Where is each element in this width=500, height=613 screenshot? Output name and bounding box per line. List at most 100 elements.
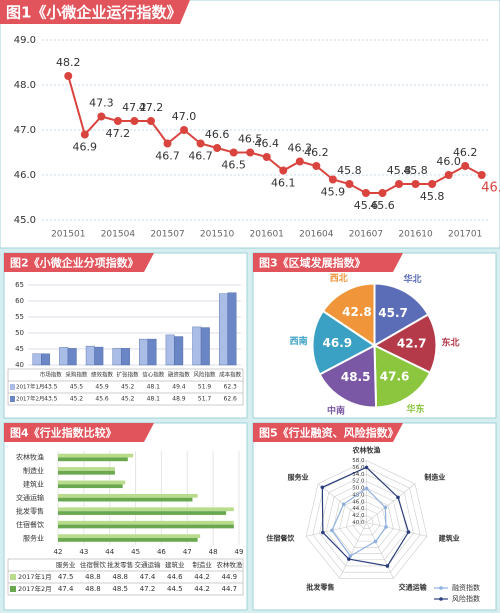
x-tick-label: 201507 [150, 230, 184, 240]
x-tick-label: 47 [183, 548, 192, 556]
legend-swatch [10, 574, 16, 580]
x-tick-label: 44 [105, 548, 114, 556]
slice-value: 48.5 [341, 370, 371, 384]
panel [3, 422, 248, 611]
bar [58, 457, 128, 462]
chart-title: 图1《小微企业运行指数》 [6, 4, 181, 22]
bar [58, 524, 234, 529]
slice-name: 中南 [327, 405, 345, 417]
table-cell: 48.1 [147, 384, 161, 391]
data-label: 47.2 [139, 101, 164, 114]
r-tick-label: 46.0 [352, 499, 365, 505]
x-tick-label: 201701 [448, 230, 482, 240]
grid-ring [312, 467, 421, 573]
table-cell: 45.2 [121, 396, 135, 403]
point [146, 117, 155, 125]
point [97, 112, 106, 121]
legend-label: 2017年2月 [16, 395, 45, 403]
bar [58, 511, 227, 515]
y-tick-label: 制造业 [23, 466, 44, 475]
data-label: 45.8 [403, 164, 428, 177]
bar [112, 348, 122, 366]
data-label: 45.8 [420, 190, 445, 203]
x-tick-label: 45 [131, 548, 140, 556]
data-label: 46.7 [155, 150, 180, 163]
axis-label: 农林牧渔 [352, 446, 381, 455]
bar [41, 353, 51, 366]
y-tick-label: 49.0 [14, 35, 36, 46]
pie-slice [372, 313, 438, 375]
table-cell: 45.9 [95, 384, 109, 391]
data-label: 45.8 [337, 164, 362, 177]
point [279, 166, 288, 175]
table-cell: 45.6 [95, 396, 109, 403]
x-tick-label: 201610 [398, 230, 433, 240]
grid-ring [352, 508, 381, 536]
x-tick-label: 43 [79, 548, 88, 556]
y-tick-label: 住宿餐饮 [16, 520, 44, 529]
legend-marker [439, 586, 443, 590]
y-tick-label: 55 [15, 313, 24, 321]
panel [0, 0, 500, 249]
chart-title: 图2《小微企业分项指数》 [10, 256, 139, 270]
slice-value: 42.8 [342, 305, 372, 319]
table-header: 住宿餐饮 [80, 560, 107, 569]
data-label: 46.9 [73, 141, 98, 154]
slice-name: 华东 [407, 403, 425, 415]
bar [147, 338, 157, 366]
table-header: 成本指数 [219, 371, 242, 379]
bar [58, 480, 126, 485]
data-label: 45.6 [354, 199, 379, 212]
data-label: 46.2 [453, 146, 478, 159]
grid-ring [359, 515, 374, 530]
radar-point [384, 525, 388, 529]
axis-label: 制造业 [424, 473, 445, 482]
radar-point [364, 486, 369, 491]
point [428, 180, 437, 188]
point [113, 117, 122, 125]
data-label: 46.0 [481, 181, 500, 196]
table-cell: 48.8 [112, 573, 128, 581]
slice-value: 47.6 [380, 369, 410, 383]
point [180, 126, 189, 134]
data-label: 46.0 [436, 155, 461, 168]
title-tab [4, 253, 154, 272]
table-cell: 43.5 [44, 384, 58, 391]
pie-slice [311, 309, 377, 376]
table-cell: 47.4 [140, 573, 156, 581]
point [328, 175, 337, 184]
table-cell: 45.2 [121, 384, 135, 391]
legend-label: 2017年1月 [18, 572, 52, 581]
point [196, 139, 205, 148]
y-tick-label: 建筑业 [23, 480, 44, 489]
point [163, 139, 172, 148]
r-tick-label: 58.0 [352, 458, 365, 464]
data-label: 46.6 [205, 128, 230, 141]
slice-value: 42.7 [397, 337, 427, 351]
table-cell: 48.8 [85, 585, 101, 593]
table-header: 制造业 [192, 560, 212, 569]
table-cell: 51.7 [198, 396, 212, 403]
y-tick-label: 48.0 [14, 80, 36, 91]
bar [85, 345, 95, 366]
bar [58, 534, 201, 539]
spoke [366, 483, 416, 523]
grid-ring [305, 460, 428, 579]
chart-title: 图5《行业融资、风险指数》 [259, 426, 399, 440]
x-tick-label: 201604 [299, 230, 334, 240]
radar-point [348, 554, 353, 558]
table-cell: 47.4 [58, 585, 74, 593]
grid-ring [346, 501, 387, 542]
table-header: 信心指数 [142, 371, 165, 379]
point [361, 189, 370, 197]
table-header: 服务业 [56, 560, 76, 569]
table-header: 采购指数 [65, 371, 88, 379]
axis-label: 住宿餐饮 [266, 534, 295, 543]
legend-label: 风险指数 [452, 594, 480, 603]
table-cell: 47.5 [58, 573, 74, 581]
table-cell: 45.2 [70, 396, 84, 403]
x-tick-label: 201501 [51, 230, 85, 240]
bar [139, 338, 149, 366]
table-header: 交通运输 [135, 560, 162, 569]
point [213, 144, 222, 152]
